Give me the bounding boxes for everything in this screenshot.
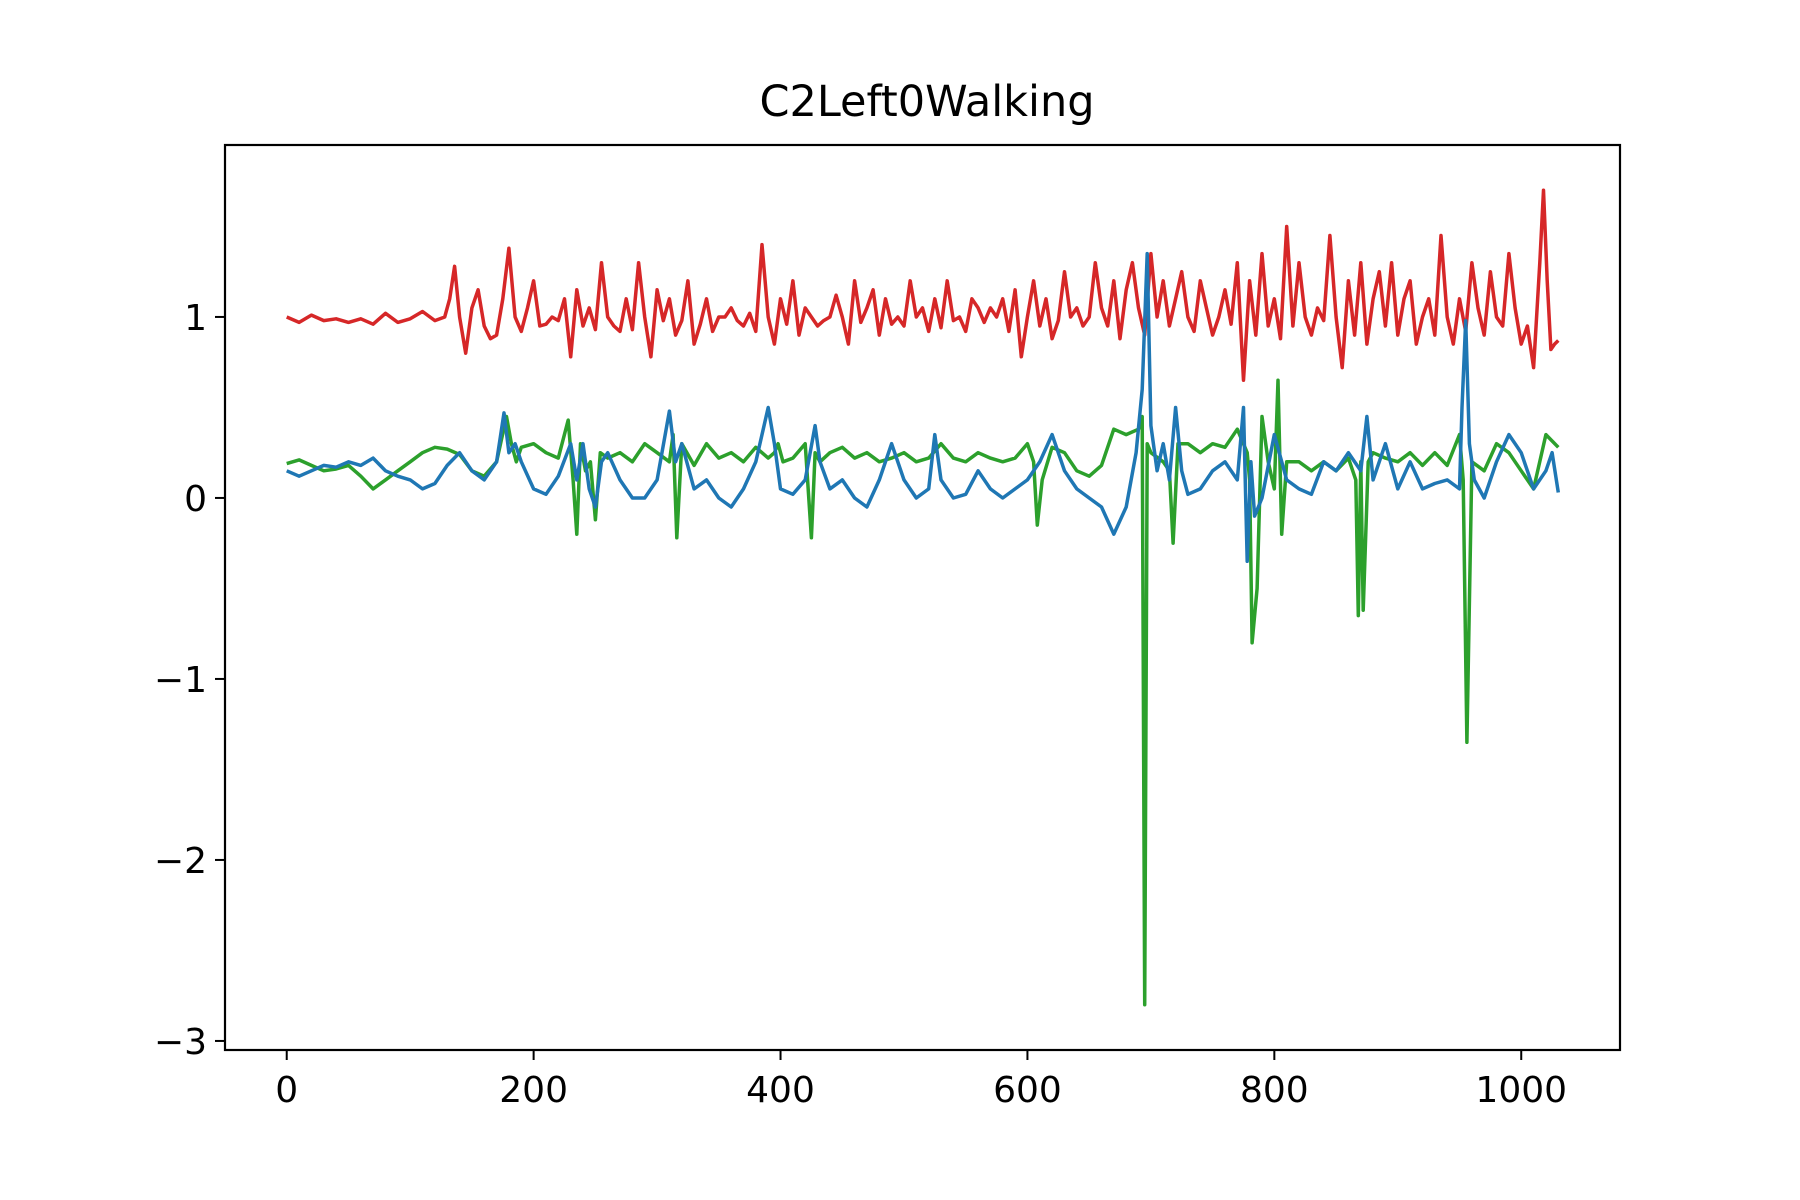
chart-title: C2Left0Walking — [759, 77, 1094, 127]
x-tick-label: 200 — [499, 1070, 568, 1111]
y-axis: −3 −2 −1 0 1 — [154, 298, 225, 1063]
x-tick-label: 1000 — [1475, 1070, 1567, 1111]
y-tick-label: 1 — [184, 298, 207, 339]
plot-frame — [223, 143, 1622, 1052]
x-tick-label: 400 — [746, 1070, 815, 1111]
x-tick-label: 600 — [993, 1070, 1062, 1111]
x-axis: 0 200 400 600 800 1000 — [275, 1050, 1567, 1111]
series-layer — [286, 188, 1561, 1007]
y-tick-label: −1 — [154, 660, 207, 701]
x-tick-label: 800 — [1240, 1070, 1309, 1111]
x-tick-label: 0 — [275, 1070, 298, 1111]
series-line-1 — [286, 378, 1560, 1007]
y-tick-label: −3 — [154, 1022, 207, 1063]
y-tick-label: −2 — [154, 841, 207, 882]
y-tick-label: 0 — [184, 479, 207, 520]
series-line-0 — [286, 188, 1560, 383]
series-line-2 — [286, 251, 1561, 564]
